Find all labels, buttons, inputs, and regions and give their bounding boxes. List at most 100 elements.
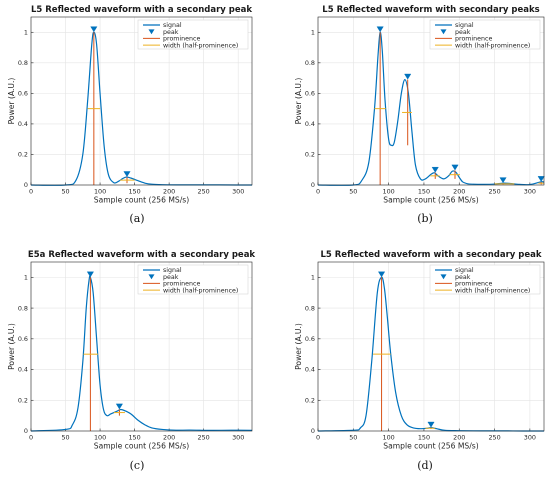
legend-label: width (half-prominence) xyxy=(163,42,238,49)
legend-label: peak xyxy=(163,29,179,36)
x-tick-label: 250 xyxy=(198,434,210,442)
peak-marker xyxy=(86,271,94,278)
x-tick-label: 300 xyxy=(524,188,536,196)
legend-key-peak xyxy=(440,29,447,35)
x-tick-label: 150 xyxy=(418,188,430,196)
chart-panel-c: 0 50 100 150 200 250 300 0 0.2 0.4 0.6 0.8 1 E5a Refl… xyxy=(7,250,255,451)
x-tick-label: 0 xyxy=(29,188,33,196)
axes-box xyxy=(30,261,253,432)
peak-marker xyxy=(499,177,507,184)
peak-marker xyxy=(376,26,384,33)
chart-title: L5 Reflected waveform with secondary pea… xyxy=(322,5,539,15)
legend-label: peak xyxy=(455,274,471,281)
y-tick-label: 0 xyxy=(24,427,28,435)
x-tick-label: 50 xyxy=(61,434,69,442)
peak-marker xyxy=(115,403,123,410)
peak-marker xyxy=(378,271,386,278)
y-tick-label: 0.4 xyxy=(18,120,28,128)
chart-panel-d: 0 50 100 150 200 250 300 0 0.2 0.4 0.6 0.8 1 L5 Refle… xyxy=(294,250,545,451)
y-tick-label: 0 xyxy=(311,181,315,189)
x-tick-label: 150 xyxy=(128,434,140,442)
y-axis-label: Power (A.U.) xyxy=(294,78,303,125)
x-tick-label: 300 xyxy=(232,188,244,196)
legend-label: prominence xyxy=(163,281,201,288)
axes-box xyxy=(30,16,253,186)
x-tick-label: 300 xyxy=(232,434,244,442)
legend-key-peak xyxy=(440,274,447,280)
x-tick-label: 0 xyxy=(316,434,320,442)
y-tick-label: 1 xyxy=(24,274,28,282)
x-tick-label: 0 xyxy=(316,188,320,196)
y-axis-label: Power (A.U.) xyxy=(7,323,16,370)
peak-marker xyxy=(427,421,435,428)
y-tick-label: 0.2 xyxy=(18,151,28,159)
peak-marker xyxy=(404,73,412,80)
x-tick-label: 50 xyxy=(61,188,69,196)
x-tick-label: 300 xyxy=(524,434,536,442)
y-tick-label: 1 xyxy=(311,274,315,282)
x-tick-label: 200 xyxy=(163,188,175,196)
y-tick-label: 0.8 xyxy=(305,59,315,67)
y-tick-label: 0.2 xyxy=(305,396,315,404)
x-tick-label: 150 xyxy=(418,434,430,442)
x-tick-label: 250 xyxy=(488,188,500,196)
x-tick-label: 200 xyxy=(453,188,465,196)
x-tick-label: 100 xyxy=(94,188,106,196)
peak-marker xyxy=(90,26,98,33)
y-axis-label: Power (A.U.) xyxy=(7,78,16,125)
peak-marker xyxy=(431,166,439,173)
subfigure-caption: (c) xyxy=(130,459,145,472)
legend-label: prominence xyxy=(455,36,493,43)
x-tick-label: 250 xyxy=(198,188,210,196)
legend-label: peak xyxy=(163,274,179,281)
x-axis-label: Sample count (256 MS/s) xyxy=(94,442,189,451)
y-tick-label: 0.2 xyxy=(18,396,28,404)
chart-title: E5a Reflected waveform with a secondary … xyxy=(28,250,256,260)
chart-panel-b: 0 50 100 150 200 250 300 0 0.2 0.4 0.6 0.8 1 L5 Refle… xyxy=(294,5,545,205)
subfigure-caption: (a) xyxy=(129,212,144,225)
y-tick-label: 0.6 xyxy=(18,90,28,98)
y-tick-label: 1 xyxy=(24,28,28,36)
y-axis-label: Power (A.U.) xyxy=(294,323,303,370)
x-tick-label: 150 xyxy=(128,188,140,196)
x-axis-label: Sample count (256 MS/s) xyxy=(383,196,478,205)
y-tick-label: 0 xyxy=(311,427,315,435)
legend-label: width (half-prominence) xyxy=(163,287,238,294)
subfigure-caption: (b) xyxy=(417,212,433,225)
y-tick-label: 0.6 xyxy=(305,90,315,98)
x-tick-label: 0 xyxy=(29,434,33,442)
y-tick-label: 0.4 xyxy=(305,120,315,128)
legend-key-peak xyxy=(148,274,155,280)
y-tick-label: 0.8 xyxy=(18,59,28,67)
chart-title: L5 Reflected waveform with a secondary p… xyxy=(31,5,252,15)
x-axis-label: Sample count (256 MS/s) xyxy=(94,196,189,205)
y-tick-label: 1 xyxy=(311,28,315,36)
peak-marker xyxy=(451,164,459,171)
y-tick-label: 0.4 xyxy=(305,366,315,374)
y-tick-label: 0.8 xyxy=(18,304,28,312)
x-tick-label: 100 xyxy=(383,434,395,442)
y-tick-label: 0 xyxy=(24,181,28,189)
legend-label: signal xyxy=(455,267,474,274)
legend-label: signal xyxy=(163,267,182,274)
x-tick-label: 50 xyxy=(349,188,357,196)
x-tick-label: 200 xyxy=(163,434,175,442)
legend-label: signal xyxy=(163,22,182,29)
chart-panel-a: 0 50 100 150 200 250 300 0 0.2 0.4 0.6 0.8 1 L5 Refle… xyxy=(7,5,252,205)
subfigure-caption: (d) xyxy=(417,459,433,472)
x-tick-label: 100 xyxy=(94,434,106,442)
x-tick-label: 100 xyxy=(383,188,395,196)
legend-label: prominence xyxy=(455,281,493,288)
y-tick-label: 0.6 xyxy=(305,335,315,343)
legend-label: signal xyxy=(455,22,474,29)
axes-box xyxy=(317,261,545,432)
legend-label: prominence xyxy=(163,36,201,43)
legend-label: width (half-prominence) xyxy=(455,42,530,49)
legend-key-peak xyxy=(148,29,155,35)
peak-marker xyxy=(537,176,545,182)
